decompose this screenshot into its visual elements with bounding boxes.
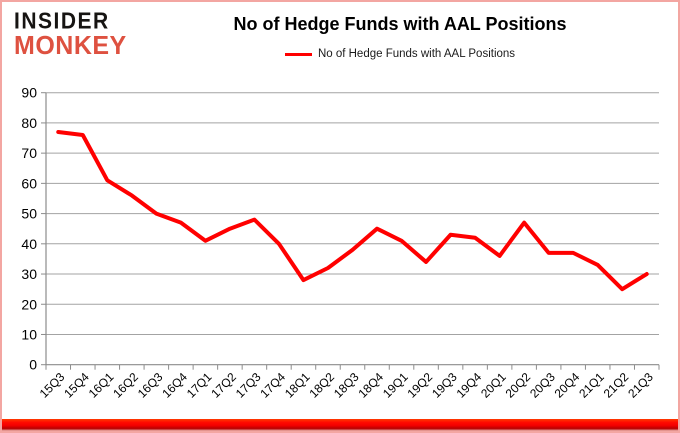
x-axis-label: 20Q3	[527, 370, 558, 401]
x-axis-label: 19Q2	[405, 370, 436, 401]
y-axis-label: 90	[21, 85, 37, 101]
x-axis-label: 15Q3	[37, 370, 68, 401]
chart-header: INSIDER MONKEY No of Hedge Funds with AA…	[2, 2, 678, 80]
chart-title: No of Hedge Funds with AAL Positions	[233, 14, 567, 34]
x-axis-label: 21Q2	[601, 370, 632, 401]
x-axis-label: 20Q4	[552, 370, 583, 401]
x-axis-label: 21Q3	[625, 370, 656, 401]
y-axis-label: 60	[21, 175, 37, 191]
bottom-red-bar	[2, 419, 678, 431]
x-axis-label: 19Q3	[429, 370, 460, 401]
x-axis-label: 21Q1	[576, 370, 607, 401]
y-axis-label: 80	[21, 115, 37, 131]
x-axis-label: 20Q1	[478, 370, 509, 401]
x-axis-label: 18Q3	[331, 370, 362, 401]
x-axis-label: 18Q2	[306, 370, 337, 401]
x-axis-label: 19Q1	[380, 370, 411, 401]
x-axis-label: 18Q4	[355, 370, 386, 401]
y-axis-label: 70	[21, 145, 37, 161]
x-axis-label: 20Q2	[503, 370, 534, 401]
x-axis-label: 15Q4	[61, 370, 92, 401]
x-axis-label: 16Q3	[135, 370, 166, 401]
logo-text-insider: INSIDER	[14, 8, 110, 34]
chart-legend: No of Hedge Funds with AAL Positions	[142, 48, 658, 60]
x-axis-label: 17Q1	[184, 370, 215, 401]
legend-line-swatch	[284, 52, 312, 56]
x-axis-label: 16Q4	[159, 370, 190, 401]
y-axis-label: 10	[21, 326, 37, 342]
logo-text-monkey: MONKEY	[14, 30, 127, 61]
x-axis-label: 18Q1	[282, 370, 313, 401]
y-axis-label: 50	[21, 206, 37, 222]
y-axis-label: 20	[21, 296, 37, 312]
x-axis-label: 19Q4	[454, 370, 485, 401]
y-axis-label: 30	[21, 266, 37, 282]
y-axis-label: 40	[21, 236, 37, 252]
data-series-line	[56, 129, 649, 292]
x-axis-label: 17Q3	[233, 370, 264, 401]
insider-monkey-logo: INSIDER MONKEY	[14, 8, 127, 61]
y-axis-label: 0	[29, 357, 37, 373]
x-axis-label: 16Q1	[86, 370, 117, 401]
x-axis-label: 16Q2	[110, 370, 141, 401]
x-axis-label: 17Q2	[208, 370, 239, 401]
title-block: No of Hedge Funds with AAL Positions No …	[142, 14, 658, 60]
legend-label: No of Hedge Funds with AAL Positions	[317, 48, 516, 60]
x-axis-label: 17Q4	[257, 370, 288, 401]
